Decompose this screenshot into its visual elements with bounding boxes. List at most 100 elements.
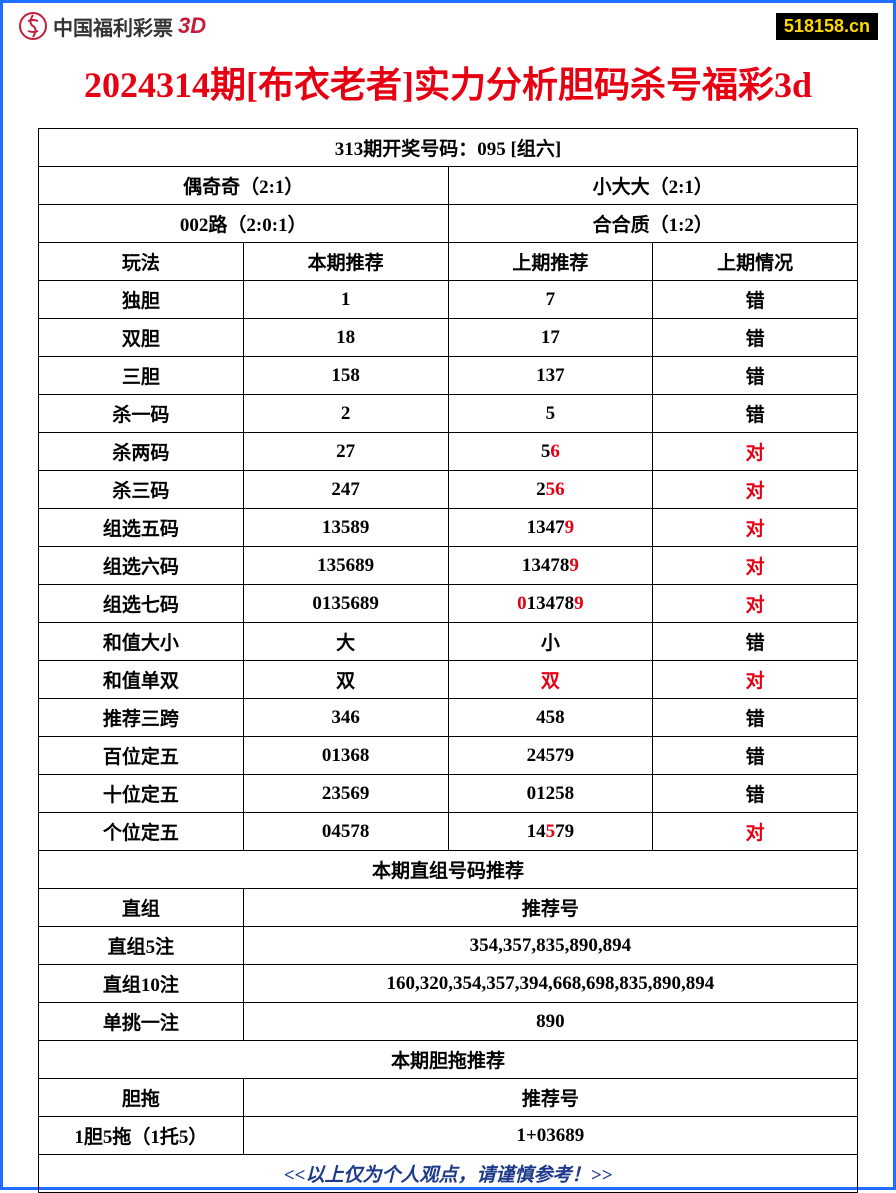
table-row: 单挑一注890 [39, 1003, 858, 1041]
current-cell: 18 [243, 319, 448, 357]
column-header: 本期推荐 [243, 243, 448, 281]
direct-header-right: 推荐号 [243, 889, 857, 927]
play-cell: 组选六码 [39, 547, 244, 585]
current-cell: 0135689 [243, 585, 448, 623]
analysis-cell: 002路（2:0:1） [39, 205, 449, 243]
logo-area: 中国福利彩票 3D [18, 11, 206, 41]
prev-cell: 01258 [448, 775, 653, 813]
current-cell: 双 [243, 661, 448, 699]
result-cell: 错 [653, 699, 858, 737]
analysis-table: 313期开奖号码：095 [组六] 偶奇奇（2:1） 小大大（2:1） 002路… [38, 128, 858, 1193]
play-cell: 和值单双 [39, 661, 244, 699]
direct-label: 直组5注 [39, 927, 244, 965]
prev-cell: 56 [448, 433, 653, 471]
prev-cell: 13479 [448, 509, 653, 547]
result-cell: 错 [653, 775, 858, 813]
current-cell: 大 [243, 623, 448, 661]
prev-cell: 7 [448, 281, 653, 319]
table-row: 和值单双双双对 [39, 661, 858, 699]
play-cell: 个位定五 [39, 813, 244, 851]
table-row: 杀三码247256对 [39, 471, 858, 509]
play-cell: 三胆 [39, 357, 244, 395]
site-badge: 518158.cn [776, 13, 878, 40]
play-cell: 组选七码 [39, 585, 244, 623]
section-title: 本期胆拖推荐 [39, 1041, 858, 1079]
prev-cell: 小 [448, 623, 653, 661]
logo-text: 中国福利彩票 [53, 12, 173, 41]
result-cell: 错 [653, 357, 858, 395]
footer-note: <<以上仅为个人观点，请谨慎参考！>> [39, 1155, 858, 1193]
table-row: 和值大小大小错 [39, 623, 858, 661]
result-cell: 错 [653, 737, 858, 775]
prev-cell: 458 [448, 699, 653, 737]
direct-label: 单挑一注 [39, 1003, 244, 1041]
result-cell: 错 [653, 281, 858, 319]
result-cell: 对 [653, 547, 858, 585]
play-cell: 杀三码 [39, 471, 244, 509]
prev-cell: 256 [448, 471, 653, 509]
play-cell: 百位定五 [39, 737, 244, 775]
play-cell: 推荐三跨 [39, 699, 244, 737]
prev-cell: 双 [448, 661, 653, 699]
header: 中国福利彩票 3D 518158.cn [3, 3, 893, 46]
direct-value: 354,357,835,890,894 [243, 927, 857, 965]
dantuo-header-right: 推荐号 [243, 1079, 857, 1117]
direct-label: 直组10注 [39, 965, 244, 1003]
table-row: 十位定五2356901258错 [39, 775, 858, 813]
result-cell: 对 [653, 813, 858, 851]
direct-header-left: 直组 [39, 889, 244, 927]
prev-cell: 134789 [448, 547, 653, 585]
play-cell: 杀一码 [39, 395, 244, 433]
main-title: 2024314期[布衣老者]实力分析胆码杀号福彩3d [3, 46, 893, 128]
current-cell: 04578 [243, 813, 448, 851]
draw-header: 313期开奖号码：095 [组六] [39, 129, 858, 167]
result-cell: 对 [653, 509, 858, 547]
direct-value: 160,320,354,357,394,668,698,835,890,894 [243, 965, 857, 1003]
play-cell: 组选五码 [39, 509, 244, 547]
table-row: 百位定五0136824579错 [39, 737, 858, 775]
table-row: 推荐三跨346458错 [39, 699, 858, 737]
result-cell: 对 [653, 661, 858, 699]
current-cell: 01368 [243, 737, 448, 775]
dantuo-value: 1+03689 [243, 1117, 857, 1155]
prev-cell: 137 [448, 357, 653, 395]
column-header: 上期情况 [653, 243, 858, 281]
table-row: 直组5注354,357,835,890,894 [39, 927, 858, 965]
current-cell: 135689 [243, 547, 448, 585]
play-cell: 独胆 [39, 281, 244, 319]
table-row: 三胆158137错 [39, 357, 858, 395]
lottery-logo-icon [18, 11, 48, 41]
analysis-cell: 偶奇奇（2:1） [39, 167, 449, 205]
dantuo-label: 1胆5拖（1托5） [39, 1117, 244, 1155]
play-cell: 双胆 [39, 319, 244, 357]
table-row: 双胆1817错 [39, 319, 858, 357]
table-row: 直组10注160,320,354,357,394,668,698,835,890… [39, 965, 858, 1003]
analysis-cell: 小大大（2:1） [448, 167, 858, 205]
table-row: 1胆5拖（1托5）1+03689 [39, 1117, 858, 1155]
prev-cell: 0134789 [448, 585, 653, 623]
current-cell: 27 [243, 433, 448, 471]
section-title: 本期直组号码推荐 [39, 851, 858, 889]
play-cell: 杀两码 [39, 433, 244, 471]
analysis-cell: 合合质（1:2） [448, 205, 858, 243]
direct-value: 890 [243, 1003, 857, 1041]
dantuo-header-left: 胆拖 [39, 1079, 244, 1117]
prev-cell: 17 [448, 319, 653, 357]
current-cell: 2 [243, 395, 448, 433]
current-cell: 1 [243, 281, 448, 319]
current-cell: 13589 [243, 509, 448, 547]
table-row: 组选六码135689134789对 [39, 547, 858, 585]
result-cell: 错 [653, 623, 858, 661]
prev-cell: 14579 [448, 813, 653, 851]
table-row: 组选五码1358913479对 [39, 509, 858, 547]
play-cell: 十位定五 [39, 775, 244, 813]
logo-3d: 3D [178, 13, 206, 39]
current-cell: 346 [243, 699, 448, 737]
result-cell: 错 [653, 395, 858, 433]
result-cell: 错 [653, 319, 858, 357]
table-row: 个位定五0457814579对 [39, 813, 858, 851]
result-cell: 对 [653, 471, 858, 509]
current-cell: 23569 [243, 775, 448, 813]
current-cell: 158 [243, 357, 448, 395]
prev-cell: 24579 [448, 737, 653, 775]
